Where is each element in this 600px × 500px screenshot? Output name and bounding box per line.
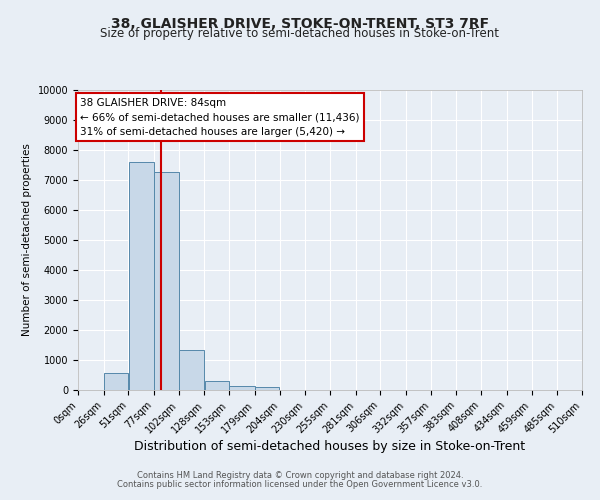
Bar (104, 373, 128, 390)
Text: Size of property relative to semi-detached houses in Stoke-on-Trent: Size of property relative to semi-detach… (101, 28, 499, 40)
Y-axis label: Number of semi-detached properties: Number of semi-detached properties (22, 144, 32, 336)
Text: Contains HM Land Registry data © Crown copyright and database right 2024.: Contains HM Land Registry data © Crown c… (137, 471, 463, 480)
Text: Contains public sector information licensed under the Open Government Licence v3: Contains public sector information licen… (118, 480, 482, 489)
Text: 38 GLAISHER DRIVE: 84sqm
← 66% of semi-detached houses are smaller (11,436)
31% : 38 GLAISHER DRIVE: 84sqm ← 66% of semi-d… (80, 98, 359, 137)
Bar (205, 380, 229, 390)
Bar (229, 386, 255, 390)
Bar (154, 172, 179, 390)
Bar (255, 388, 280, 390)
Bar (179, 350, 205, 390)
Bar (128, 162, 154, 390)
Text: 38, GLAISHER DRIVE, STOKE-ON-TRENT, ST3 7RF: 38, GLAISHER DRIVE, STOKE-ON-TRENT, ST3 … (111, 18, 489, 32)
X-axis label: Distribution of semi-detached houses by size in Stoke-on-Trent: Distribution of semi-detached houses by … (134, 440, 526, 454)
